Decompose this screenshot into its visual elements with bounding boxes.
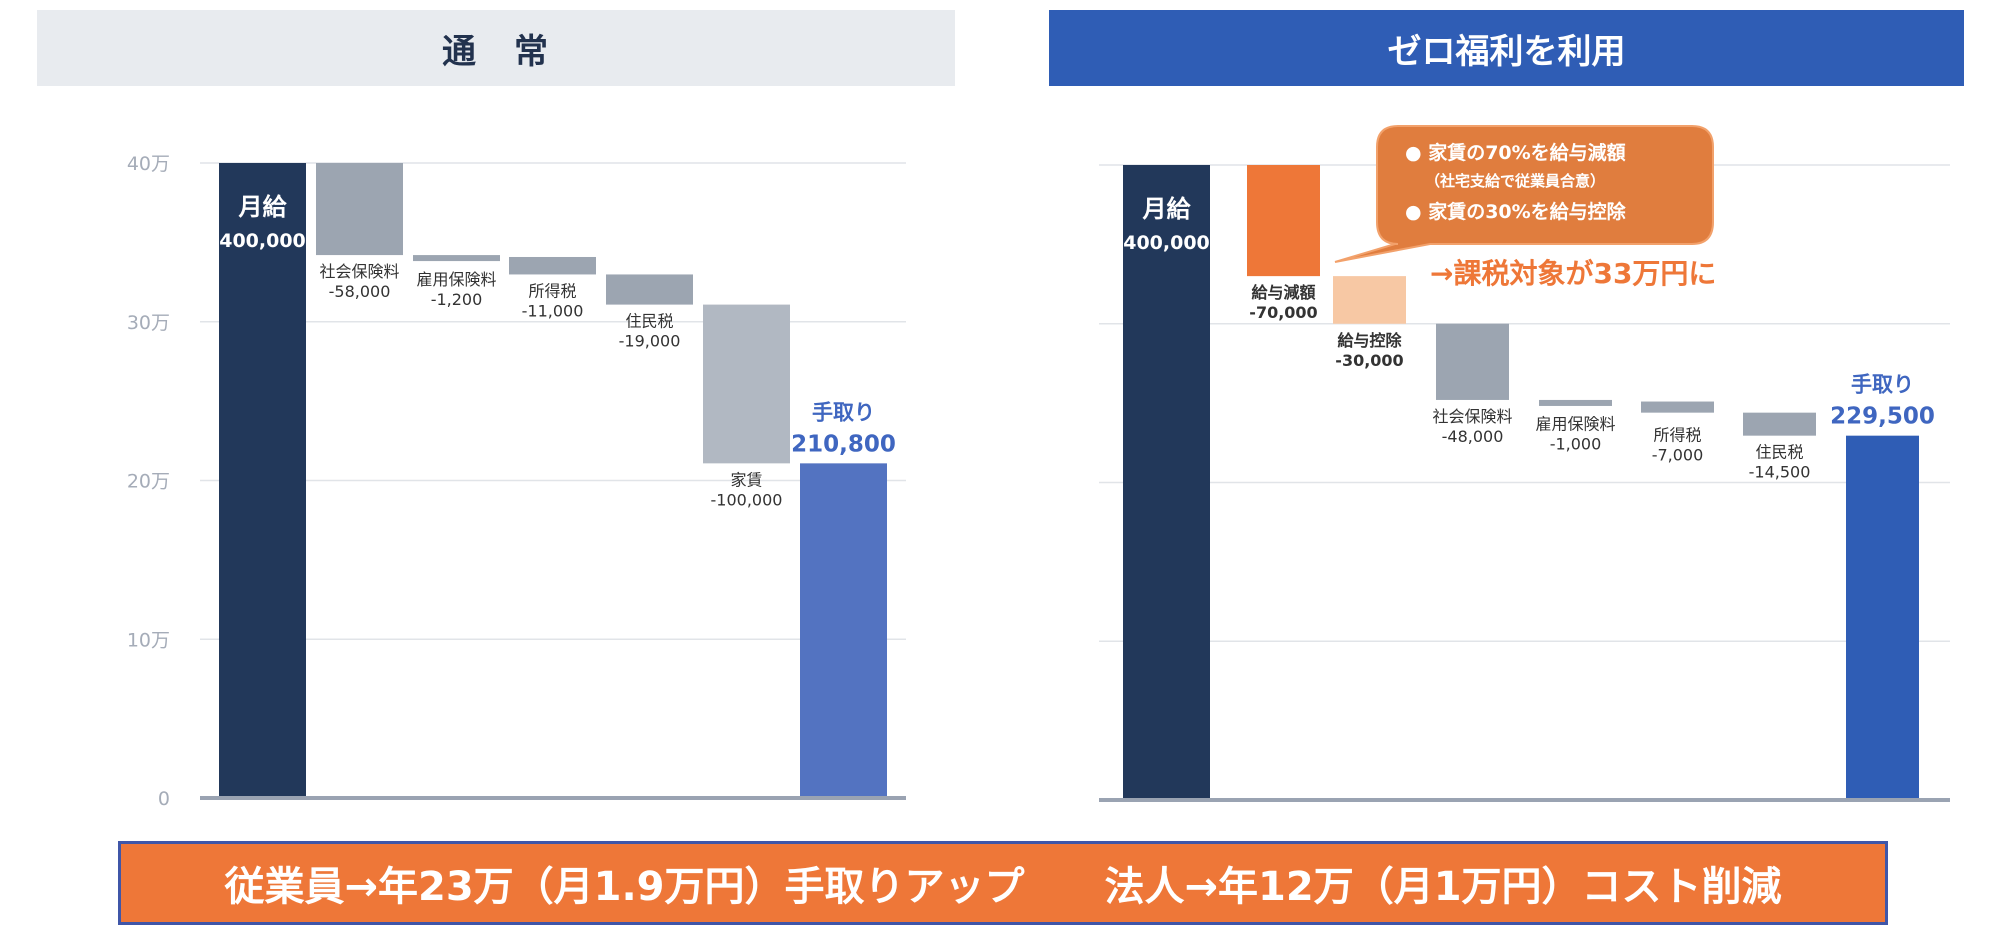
bar-name-label: 給与控除 xyxy=(1337,331,1402,350)
bar-4-decrease xyxy=(1539,399,1612,406)
bar-name-label: 住民税 xyxy=(625,312,673,331)
bar-name-label: 社会保険料 xyxy=(319,262,399,281)
bar-value-label: -48,000 xyxy=(1442,427,1504,446)
bar-value-label: -100,000 xyxy=(711,490,783,509)
bar-7-result xyxy=(1846,435,1919,800)
header-zero-welfare: ゼロ福利を利用 xyxy=(1049,10,1964,86)
bar-name-label: 給与減額 xyxy=(1251,283,1315,302)
bar-1-decrease xyxy=(316,163,403,256)
bar-5-decrease xyxy=(1641,401,1714,413)
bar-3-decrease xyxy=(509,256,596,275)
bar-name-label: 住民税 xyxy=(1755,443,1803,462)
bar-value-label: -70,000 xyxy=(1249,303,1317,322)
bar-0-total xyxy=(1123,165,1210,800)
bar-5-decrease xyxy=(703,304,790,464)
bar-name-label: 所得税 xyxy=(528,281,576,300)
bar-value-label: -1,000 xyxy=(1550,435,1602,454)
callout-line-2: （社宅支給で従業員合意） xyxy=(1425,172,1605,190)
bar-2-decrease xyxy=(413,255,500,262)
chart-zero-welfare: 月給 400,000 給与減額-70,000 給与控除-30,000 社会保険料-48,… xyxy=(1099,125,1950,802)
bar-3-decrease xyxy=(1436,323,1509,400)
callout-line-3: ● 家賃の30%を給与控除 xyxy=(1405,200,1627,223)
bar-name-label: 月給 xyxy=(238,193,288,221)
bar-value-label: -58,000 xyxy=(329,282,391,301)
callout-line-1: ● 家賃の70%を給与減額 xyxy=(1405,141,1626,164)
taxable-annotation: →課税対象が33万円に xyxy=(1430,257,1716,290)
bar-name-label: 手取り xyxy=(1851,373,1914,397)
chart-normal: 010万20万30万40万月給400,000社会保険料-58,000雇用保険料-… xyxy=(127,153,906,810)
bar-4-decrease xyxy=(606,274,693,305)
y-tick-label: 10万 xyxy=(127,629,170,651)
bar-value-label: 229,500 xyxy=(1830,404,1935,430)
bar-6-result xyxy=(800,463,887,798)
bar-value-label: -11,000 xyxy=(522,301,584,320)
y-tick-label: 40万 xyxy=(127,153,170,175)
summary-employee: 従業員→年23万（月1.9万円）手取りアップ xyxy=(224,864,1025,910)
bar-value-label: -19,000 xyxy=(619,332,681,351)
bar-name-label: 雇用保険料 xyxy=(416,270,496,289)
bar-0-total xyxy=(219,163,306,798)
bar-name-label: 雇用保険料 xyxy=(1535,415,1615,434)
bar-value-label: 210,800 xyxy=(791,431,896,457)
bar-1-decrease xyxy=(1247,165,1320,277)
y-tick-label: 20万 xyxy=(127,471,170,493)
bar-value-label: -14,500 xyxy=(1749,463,1811,482)
bar-name-label: 手取り xyxy=(812,400,875,424)
bar-6-decrease xyxy=(1743,412,1816,436)
bar-value-label: -7,000 xyxy=(1652,446,1704,465)
bar-value-label: 400,000 xyxy=(219,230,306,252)
bar-value-label: 400,000 xyxy=(1123,232,1210,254)
bar-2-decrease xyxy=(1333,276,1406,324)
bar-name-label: 月給 xyxy=(1142,195,1192,223)
callout-bubble xyxy=(1334,125,1714,263)
bar-name-label: 家賃 xyxy=(730,470,762,489)
y-tick-label: 30万 xyxy=(127,312,170,334)
bar-name-label: 所得税 xyxy=(1653,426,1701,445)
header-normal: 通 常 xyxy=(37,10,955,86)
y-tick-label: 0 xyxy=(158,788,170,810)
summary-banner: 従業員→年23万（月1.9万円）手取りアップ 法人→年12万（月1万円）コスト削… xyxy=(118,841,1888,925)
summary-corporation: 法人→年12万（月1万円）コスト削減 xyxy=(1104,864,1782,910)
bar-value-label: -1,200 xyxy=(431,290,483,309)
bar-name-label: 社会保険料 xyxy=(1432,407,1512,426)
bar-value-label: -30,000 xyxy=(1335,351,1403,370)
